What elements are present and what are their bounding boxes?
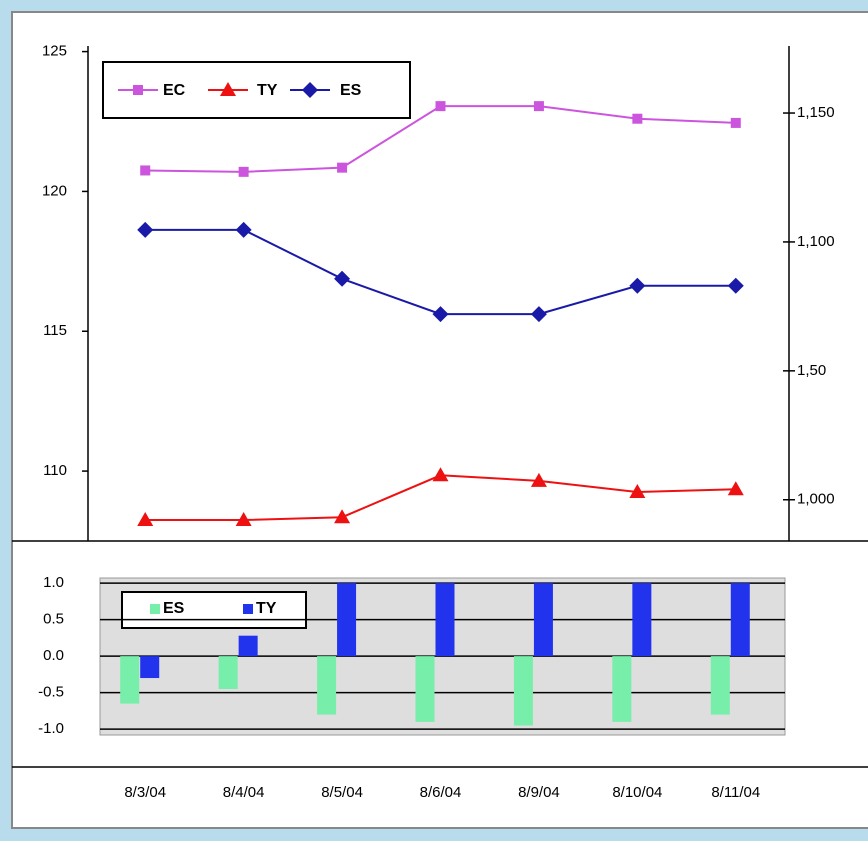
marker	[140, 165, 151, 176]
legend-label: TY	[257, 82, 278, 99]
x-tick-label: 8/11/04	[711, 784, 760, 801]
bar	[120, 656, 140, 704]
marker	[137, 221, 154, 238]
y2-tick-label: 1,150	[797, 104, 835, 121]
bar	[632, 583, 652, 657]
marker	[334, 509, 351, 524]
y-tick-label: 0.5	[43, 611, 64, 628]
y-tick-label: 120	[42, 182, 67, 199]
legend-swatch	[150, 604, 160, 614]
y-tick-label: 1.0	[43, 574, 64, 591]
marker	[137, 512, 154, 527]
legend	[121, 591, 307, 629]
bar	[730, 583, 750, 657]
legend-label: TY	[256, 600, 277, 617]
marker	[632, 113, 643, 124]
x-tick-label: 8/9/04	[518, 784, 560, 801]
marker	[533, 101, 544, 112]
y-tick-label: 125	[42, 43, 67, 60]
bar	[513, 656, 533, 726]
y-tick-label: -1.0	[38, 720, 64, 737]
y2-tick-label: 1,000	[797, 491, 835, 508]
bar	[317, 656, 337, 715]
marker	[220, 82, 236, 96]
y-tick-label: -0.5	[38, 684, 64, 701]
marker	[530, 306, 547, 323]
legend-label: ES	[163, 600, 185, 617]
marker	[238, 166, 249, 177]
x-tick-label: 8/10/04	[612, 784, 662, 801]
bar	[533, 583, 553, 657]
legend-swatch	[243, 604, 253, 614]
marker	[432, 306, 449, 323]
bar	[218, 656, 238, 689]
marker	[302, 82, 318, 98]
y2-tick-label: 1,50	[797, 362, 826, 379]
marker	[235, 512, 252, 527]
bar	[435, 583, 455, 657]
marker	[629, 277, 646, 294]
marker	[727, 481, 744, 496]
y-tick-label: 110	[43, 462, 67, 479]
x-tick-label: 8/6/04	[420, 784, 462, 801]
marker	[432, 467, 449, 482]
legend-label: ES	[340, 82, 362, 99]
marker	[133, 85, 143, 95]
marker	[727, 277, 744, 294]
x-tick-label: 8/5/04	[321, 784, 363, 801]
y-tick-label: 0.0	[43, 647, 64, 664]
bar	[140, 656, 160, 679]
bar	[612, 656, 632, 722]
bar	[238, 635, 258, 657]
x-tick-label: 8/3/04	[124, 784, 166, 801]
y-tick-label: 115	[43, 322, 67, 339]
marker	[730, 117, 741, 128]
marker	[530, 472, 547, 487]
marker	[334, 270, 351, 287]
marker	[337, 162, 348, 173]
marker	[235, 221, 252, 238]
legend-label: EC	[163, 82, 186, 99]
x-tick-label: 8/4/04	[223, 784, 265, 801]
marker	[629, 484, 646, 499]
y2-tick-label: 1,100	[797, 233, 835, 250]
bar	[415, 656, 435, 722]
bar	[337, 583, 357, 657]
marker	[435, 101, 446, 112]
bar	[710, 656, 730, 715]
